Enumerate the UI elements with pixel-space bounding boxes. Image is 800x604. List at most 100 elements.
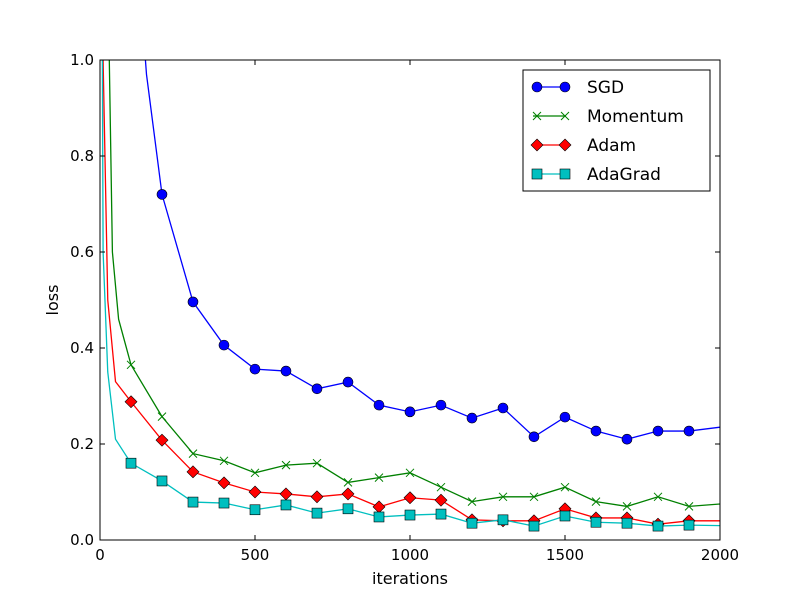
legend-box bbox=[522, 69, 711, 192]
data-point bbox=[653, 492, 663, 502]
data-point bbox=[279, 487, 293, 501]
data-point bbox=[435, 508, 447, 520]
x-tick-label: 500 bbox=[241, 546, 270, 564]
data-point bbox=[591, 497, 601, 506]
data-point bbox=[373, 511, 385, 523]
data-point bbox=[622, 502, 632, 511]
data-point bbox=[559, 510, 571, 522]
legend-marker bbox=[558, 138, 572, 152]
axis-ticks: 0 500 1000 1500 2000 0.0 0.2 0.4 0.6 0.8 1.0 bbox=[70, 51, 739, 564]
data-point bbox=[155, 433, 169, 447]
data-point bbox=[528, 520, 540, 532]
data-point bbox=[652, 425, 664, 437]
legend-marker bbox=[530, 138, 544, 152]
data-point bbox=[341, 487, 355, 501]
data-point bbox=[528, 431, 540, 443]
data-point bbox=[435, 399, 447, 411]
y-tick-label: 0.0 bbox=[70, 531, 94, 549]
data-point bbox=[311, 383, 323, 395]
data-point bbox=[466, 412, 478, 424]
series-line bbox=[108, 60, 720, 508]
data-point bbox=[684, 502, 694, 511]
data-point bbox=[404, 509, 416, 521]
data-point bbox=[249, 504, 261, 516]
series-adagrad bbox=[101, 60, 720, 532]
data-point bbox=[124, 395, 138, 409]
y-axis-label: loss bbox=[43, 285, 62, 316]
y-tick-label: 0.2 bbox=[70, 435, 94, 453]
y-tick-label: 0.6 bbox=[70, 243, 94, 261]
legend-marker bbox=[560, 111, 570, 121]
data-point bbox=[342, 376, 354, 388]
data-point bbox=[373, 399, 385, 411]
legend-marker bbox=[532, 111, 542, 121]
data-point bbox=[683, 519, 695, 531]
data-point bbox=[374, 473, 384, 482]
data-point bbox=[436, 482, 446, 492]
data-point bbox=[312, 458, 322, 468]
data-point bbox=[188, 449, 198, 458]
data-point bbox=[343, 478, 353, 487]
data-point bbox=[683, 425, 695, 437]
data-point bbox=[466, 517, 478, 529]
data-point bbox=[126, 360, 136, 370]
legend-label: SGD bbox=[587, 78, 624, 98]
data-point bbox=[218, 339, 230, 351]
legend-marker bbox=[559, 168, 571, 180]
data-point bbox=[590, 516, 602, 528]
data-point bbox=[249, 363, 261, 375]
data-point bbox=[467, 497, 477, 506]
data-point bbox=[310, 490, 324, 504]
data-point bbox=[498, 492, 508, 502]
data-point bbox=[405, 468, 415, 478]
data-point bbox=[372, 500, 386, 514]
data-point bbox=[281, 460, 291, 470]
data-point bbox=[621, 433, 633, 445]
data-point bbox=[403, 491, 417, 505]
legend-marker bbox=[531, 168, 543, 180]
x-axis-label: iterations bbox=[372, 569, 448, 588]
data-point bbox=[219, 456, 229, 466]
plot-series bbox=[101, 60, 720, 532]
legend: SGD Momentum Adam AdaGrad bbox=[522, 69, 711, 192]
data-point bbox=[652, 520, 664, 532]
data-point bbox=[217, 476, 231, 490]
data-point bbox=[560, 482, 570, 492]
x-tick-label: 1000 bbox=[391, 546, 429, 564]
data-point bbox=[404, 406, 416, 418]
series-sgd bbox=[144, 60, 720, 445]
data-point bbox=[590, 425, 602, 437]
series-momentum bbox=[108, 60, 720, 511]
y-tick-label: 0.8 bbox=[70, 147, 94, 165]
data-point bbox=[342, 503, 354, 515]
x-tick-label: 1500 bbox=[546, 546, 584, 564]
data-point bbox=[250, 468, 260, 478]
data-point bbox=[157, 412, 167, 421]
data-point bbox=[311, 507, 323, 519]
data-point bbox=[187, 496, 199, 508]
data-point bbox=[497, 402, 509, 414]
data-point bbox=[156, 475, 168, 487]
data-point bbox=[156, 189, 168, 200]
data-point bbox=[529, 492, 539, 502]
series-line bbox=[144, 60, 720, 440]
data-point bbox=[497, 514, 509, 526]
data-point bbox=[559, 411, 571, 423]
legend-marker bbox=[531, 81, 543, 93]
legend-label: Adam bbox=[587, 136, 636, 156]
data-point bbox=[186, 465, 200, 479]
data-point bbox=[218, 497, 230, 509]
x-tick-label: 0 bbox=[95, 546, 105, 564]
y-tick-label: 1.0 bbox=[70, 51, 94, 69]
data-point bbox=[621, 517, 633, 529]
y-tick-label: 0.4 bbox=[70, 339, 94, 357]
data-point bbox=[434, 493, 448, 507]
legend-label: AdaGrad bbox=[587, 165, 661, 185]
legend-label: Momentum bbox=[587, 107, 684, 127]
x-tick-label: 2000 bbox=[701, 546, 739, 564]
data-point bbox=[125, 457, 137, 469]
data-point bbox=[187, 296, 199, 308]
data-point bbox=[280, 365, 292, 377]
